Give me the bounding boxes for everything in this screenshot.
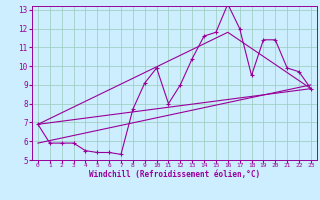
X-axis label: Windchill (Refroidissement éolien,°C): Windchill (Refroidissement éolien,°C) xyxy=(89,170,260,179)
